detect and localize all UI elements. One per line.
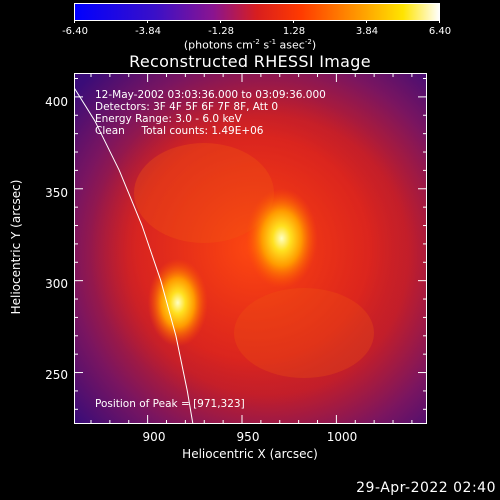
plot-frame [74, 73, 427, 424]
colorbar-tick-label: 3.84 [355, 26, 379, 37]
colorbar-tick-label: -1.28 [208, 26, 234, 37]
annotation-line: Position of Peak = [971,323] [95, 398, 245, 410]
source-secondary [147, 258, 208, 347]
x-tick-label: 1000 [326, 430, 358, 444]
annotation-line: Detectors: 3F 4F 5F 6F 7F 8F, Att 0 [95, 101, 279, 113]
colorbar-tick-label: -3.84 [135, 26, 161, 37]
y-tick-label: 350 [45, 186, 68, 200]
chart-title: Reconstructed RHESSI Image [129, 52, 371, 71]
colorbar-units-label: (photons cm-2 s-1 asec-2) [183, 38, 317, 52]
x-axis-label: Heliocentric X (arcsec) [182, 447, 318, 461]
annotation-line: Energy Range: 3.0 - 6.0 keV [95, 113, 242, 125]
colorbar-tick-label: -6.40 [62, 26, 88, 37]
y-axis-label: Heliocentric Y (arcsec) [9, 179, 23, 315]
timestamp: 29-Apr-2022 02:40 [356, 480, 496, 496]
annotation-line: Clean Total counts: 1.49E+06 [95, 125, 264, 137]
colorbar [74, 3, 440, 23]
emission-region [134, 143, 274, 243]
image-plot [74, 73, 427, 424]
source-peak [245, 188, 318, 289]
y-tick-label: 400 [45, 95, 68, 109]
colorbar-tick-label: 1.28 [282, 26, 306, 37]
x-tick-label: 900 [142, 430, 166, 444]
colorbar-tick-label: 6.40 [428, 26, 452, 37]
y-tick-label: 300 [45, 277, 68, 291]
emission-region [234, 288, 374, 378]
solar-limb-curve [74, 86, 194, 424]
annotation-line: 12-May-2002 03:03:36.000 to 03:09:36.000 [95, 89, 326, 101]
y-tick-label: 250 [45, 368, 68, 382]
x-tick-label: 950 [236, 430, 260, 444]
